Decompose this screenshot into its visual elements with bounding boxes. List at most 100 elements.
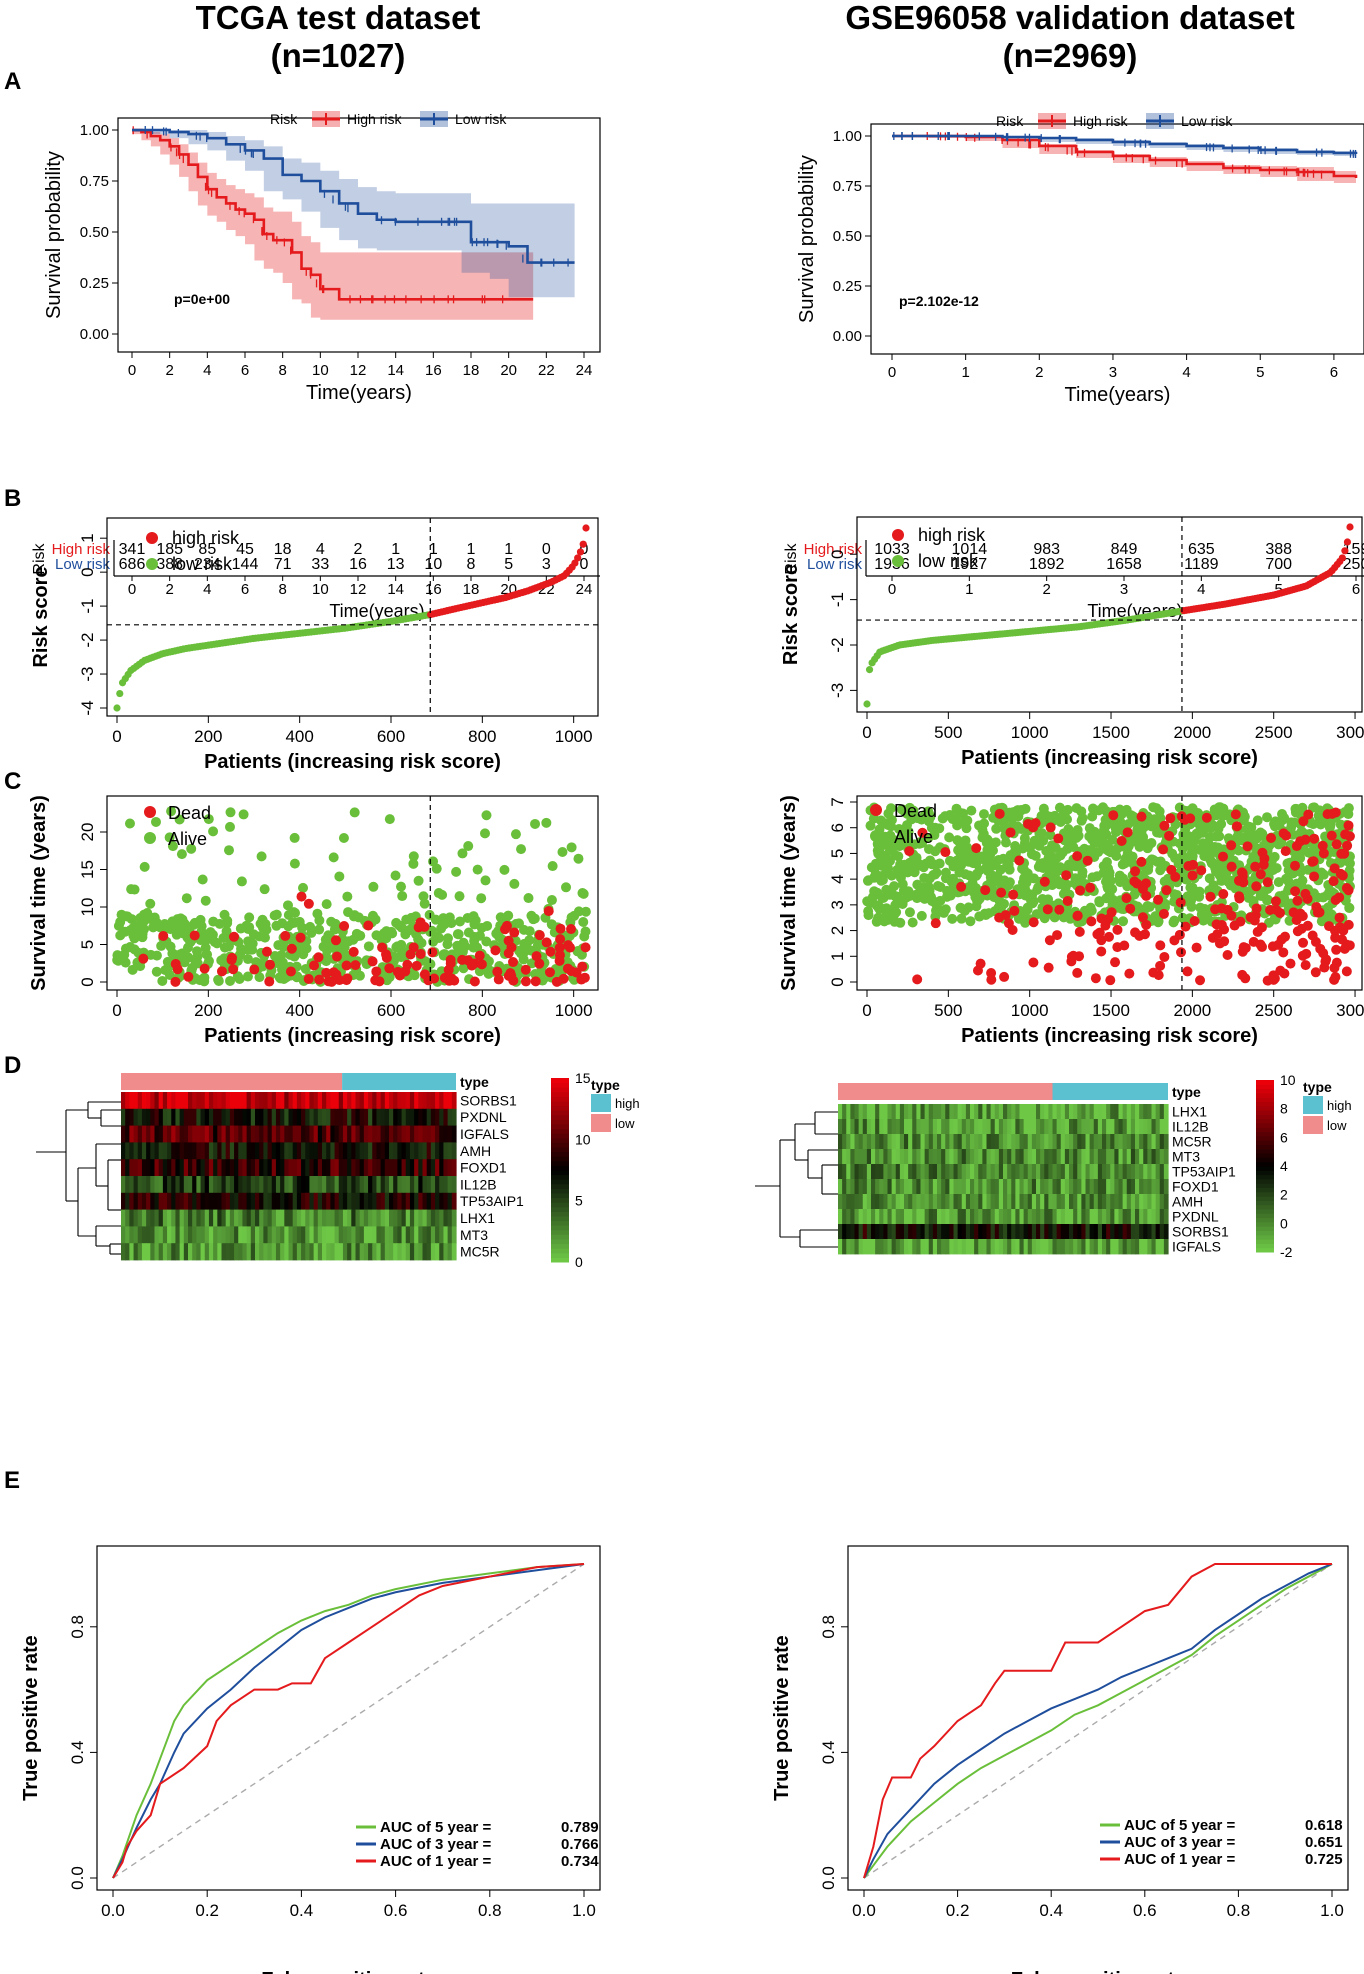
heatmap_left-cell (401, 1159, 407, 1177)
heatmap_left-cell (129, 1243, 135, 1261)
heatmap_right-cell (978, 1164, 983, 1180)
survtime_right-dead-point (1219, 936, 1230, 947)
survtime_left-alive-point (342, 891, 353, 902)
heatmap_left-cell (338, 1192, 344, 1210)
heatmap_right-cell (1147, 1104, 1153, 1120)
heatmap_left-cell (435, 1108, 440, 1126)
heatmap_right-cell (891, 1209, 897, 1225)
heatmap_left-cell (447, 1159, 453, 1177)
km_left-xtick-label-5: 10 (312, 362, 329, 379)
survtime_left-dead-point (392, 966, 403, 977)
survtime_left-alive-point (167, 841, 178, 852)
survtime_right-dead-point (1218, 851, 1229, 862)
heatmap_left-cell (309, 1243, 315, 1261)
heatmap_right-cell (838, 1134, 843, 1150)
heatmap_right-cell (842, 1239, 847, 1255)
heatmap_right-cell (1048, 1179, 1054, 1195)
heatmap_left-cell (359, 1092, 365, 1110)
survtime_right-alive-point (1027, 849, 1038, 860)
heatmap_right-cell (1044, 1104, 1049, 1120)
survtime_left-dead-point (285, 966, 296, 977)
heatmap_left-cell (451, 1209, 457, 1227)
heatmap_right-cell (891, 1239, 897, 1255)
survtime_left-dead-point (577, 961, 588, 972)
heatmap_right-cell (1036, 1134, 1041, 1150)
heatmap_right-cell (1077, 1224, 1082, 1240)
heatmap_left-colorbar-step (551, 1119, 569, 1125)
heatmap_left-cell (351, 1142, 357, 1160)
heatmap_left-cell (296, 1176, 302, 1194)
survtime_left-alive-point (580, 906, 591, 917)
heatmap_left-cell (309, 1159, 315, 1177)
survtime_right-dead-point (1182, 966, 1193, 977)
heatmap_right-cell (986, 1179, 992, 1195)
heatmap_right-gene-label-5: FOXD1 (1172, 1179, 1219, 1195)
heatmap_right-cell (978, 1104, 983, 1120)
heatmap_right-cell (1069, 1179, 1074, 1195)
heatmap_left-cell (322, 1108, 327, 1126)
survtime_right-alive-point (1258, 891, 1269, 902)
heatmap_left-cell (137, 1142, 143, 1160)
riskscore_left-legend-low-dot (146, 558, 158, 570)
heatmap_left-cell (154, 1209, 160, 1227)
heatmap_left-cell (133, 1159, 139, 1177)
heatmap_left-cell (301, 1176, 306, 1194)
heatmap_left-cell (162, 1176, 168, 1194)
risk_table_left-cell-0-10: 1 (504, 541, 513, 558)
heatmap_right-cell (883, 1194, 889, 1210)
heatmap_right-cell (1031, 1119, 1037, 1135)
km_left-xtick-label-3: 6 (241, 362, 249, 379)
heatmap_left-cell (280, 1108, 285, 1126)
heatmap_right-cell (998, 1119, 1004, 1135)
survtime_right-alive-point (1100, 814, 1111, 825)
heatmap_left-cell (250, 1092, 256, 1110)
heatmap_right-cell (965, 1209, 971, 1225)
survtime_left-alive-point (129, 884, 140, 895)
heatmap_right-cell (924, 1134, 930, 1150)
heatmap_left-cell (255, 1092, 260, 1110)
heatmap_right-cell (1126, 1104, 1132, 1120)
heatmap_left-cell (401, 1142, 407, 1160)
survtime_right-alive-point (1060, 812, 1071, 823)
survtime_right-dead-point (1105, 975, 1116, 986)
heatmap_right-cell (916, 1179, 922, 1195)
heatmap_right-cell (912, 1119, 917, 1135)
heatmap_right-cell (1044, 1179, 1049, 1195)
heatmap_right-cell (1073, 1149, 1078, 1165)
risk_table_left-cell-1-8: 10 (424, 556, 442, 573)
survtime_right-xtick-label-0: 0 (862, 1001, 871, 1020)
survtime_right-alive-point (1071, 832, 1082, 843)
heatmap_left-cell (326, 1226, 331, 1244)
heatmap_right-cell (920, 1179, 926, 1195)
heatmap_left-cell (263, 1159, 269, 1177)
heatmap_left-cell (430, 1142, 436, 1160)
heatmap_left-cell (137, 1209, 143, 1227)
survtime_right-dead-point (1307, 856, 1318, 867)
heatmap_left-cell (192, 1159, 197, 1177)
heatmap_right-cell (990, 1239, 996, 1255)
heatmap_right-cell (846, 1119, 851, 1135)
heatmap_left-cell (384, 1092, 390, 1110)
heatmap_left-cell (288, 1108, 294, 1126)
survtime_right-dead-point (1271, 904, 1282, 915)
heatmap_right-colorbar-step (1256, 1144, 1274, 1150)
heatmap_left-cell (242, 1125, 248, 1143)
heatmap_left-cell (154, 1192, 160, 1210)
heatmap_right-cell (1135, 1119, 1140, 1135)
heatmap_right-cell (854, 1149, 860, 1165)
heatmap_right-cell (858, 1224, 864, 1240)
survtime_left-dead-point (189, 930, 200, 941)
heatmap_right-cell (887, 1104, 893, 1120)
heatmap_right-cell (854, 1179, 860, 1195)
survtime_left-alive-point (186, 843, 197, 854)
survtime_right-dead-point (1226, 840, 1237, 851)
survtime_right-dead-point (1222, 904, 1233, 915)
heatmap_left-cell (355, 1142, 361, 1160)
heatmap_right-cell (974, 1224, 979, 1240)
heatmap_left-cell (208, 1108, 214, 1126)
heatmap_right-cell (1007, 1149, 1012, 1165)
heatmap_left-cell (221, 1209, 227, 1227)
heatmap_right-cell (1011, 1209, 1016, 1225)
riskscore_left-ytick-label-5: 1 (78, 533, 97, 542)
